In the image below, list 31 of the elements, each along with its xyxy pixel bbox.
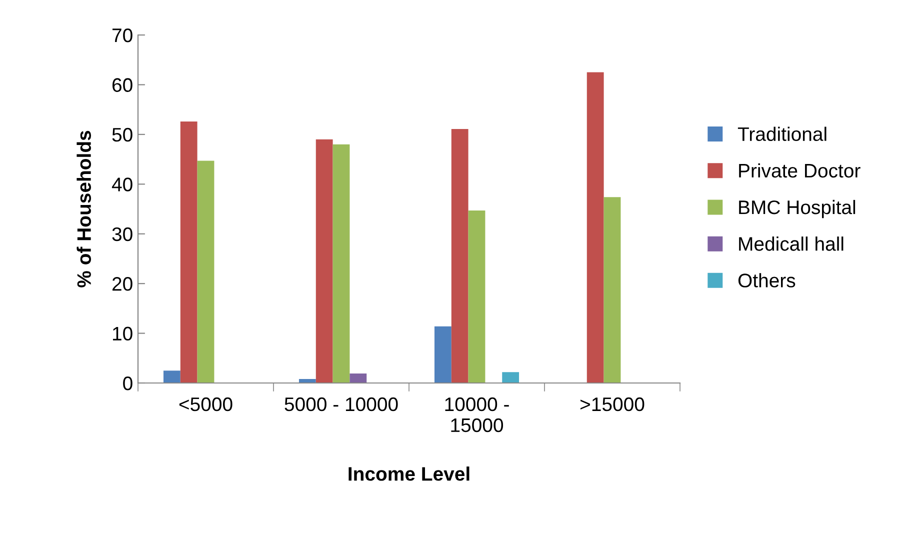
x-tick-label: >15000: [580, 397, 644, 412]
bar: [316, 139, 333, 383]
bar: [163, 370, 180, 383]
legend-label: Private Doctor: [739, 163, 860, 178]
y-axis-title: % of Households: [76, 130, 92, 288]
x-tick-label: <5000: [179, 397, 232, 412]
y-tick-label: 40: [112, 178, 132, 192]
legend-label: Others: [738, 273, 796, 288]
legend-label: BMC Hospital: [739, 200, 856, 218]
legend-label: Traditional: [738, 126, 826, 142]
y-tick-label: 30: [112, 227, 132, 242]
y-tick-label: 0: [123, 376, 132, 390]
y-tick-label: 10: [112, 326, 132, 341]
y-tick-label: 70: [112, 28, 132, 42]
bar: [350, 374, 367, 383]
bar: [586, 72, 604, 383]
y-tick-label: 50: [112, 128, 132, 142]
bar: [468, 210, 486, 383]
x-tick-label: 10000 - 15000: [445, 397, 509, 432]
bar: [197, 160, 214, 383]
bar: [451, 128, 468, 383]
bar: [180, 122, 198, 383]
bar: [604, 197, 621, 383]
x-tick-label: 5000 - 10000: [284, 397, 398, 412]
bar: [502, 372, 520, 383]
y-tick-label: 60: [112, 78, 132, 92]
legend-label: Medicall hall: [739, 236, 844, 251]
bar: [434, 326, 452, 383]
y-tick-label: 20: [112, 277, 132, 291]
x-axis-title: Income Level: [348, 466, 470, 481]
bar: [332, 144, 350, 383]
